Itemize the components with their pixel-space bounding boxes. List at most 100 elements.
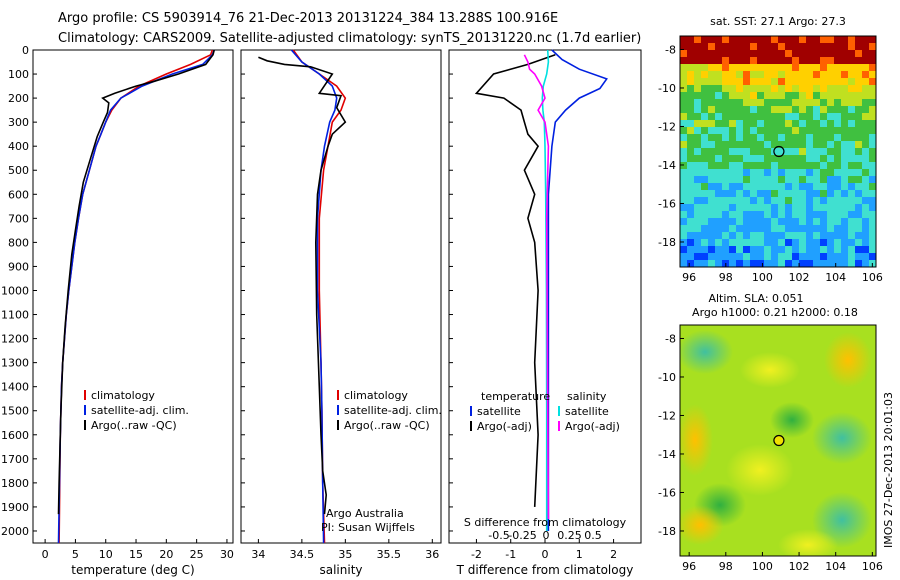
- sst-cell: [841, 92, 848, 99]
- sst-cell: [855, 141, 862, 148]
- sst-cell: [722, 120, 729, 127]
- sst-cell: [820, 64, 827, 71]
- x-tick-label: -2: [471, 548, 482, 561]
- sst-cell: [827, 43, 834, 50]
- sst-cell: [687, 141, 694, 148]
- sst-cell: [694, 78, 701, 85]
- sst-cell: [708, 43, 715, 50]
- sst-cell: [771, 183, 778, 190]
- sst-cell: [701, 92, 708, 99]
- sst-cell: [701, 260, 708, 267]
- sst-cell: [708, 85, 715, 92]
- y-tick-label: 1900: [1, 501, 29, 514]
- sst-cell: [722, 127, 729, 134]
- sst-cell: [694, 211, 701, 218]
- sst-cell: [806, 169, 813, 176]
- sst-cell: [729, 218, 736, 225]
- sst-cell: [778, 36, 785, 43]
- sst-cell: [729, 99, 736, 106]
- sst-cell: [694, 197, 701, 204]
- sst-cell: [771, 92, 778, 99]
- y-tick-label: -16: [658, 486, 676, 499]
- sst-cell: [771, 113, 778, 120]
- sst-cell: [862, 141, 869, 148]
- sst-cell: [680, 197, 687, 204]
- series-line-t-argo-adj-: [474, 54, 556, 507]
- sst-cell: [869, 106, 876, 113]
- sst-cell: [680, 85, 687, 92]
- sst-cell: [792, 232, 799, 239]
- sst-cell: [820, 239, 827, 246]
- sst-cell: [708, 197, 715, 204]
- y-tick-label: 700: [8, 212, 29, 225]
- sst-cell: [743, 162, 750, 169]
- sst-cell: [708, 57, 715, 64]
- sst-cell: [694, 120, 701, 127]
- sst-cell: [708, 155, 715, 162]
- sst-cell: [827, 148, 834, 155]
- sst-cell: [799, 71, 806, 78]
- sst-cell: [855, 218, 862, 225]
- sst-cell: [778, 162, 785, 169]
- sst-cell: [708, 36, 715, 43]
- sst-cell: [701, 85, 708, 92]
- sst-cell: [862, 57, 869, 64]
- series-line-satellite-adj-clim-: [290, 49, 338, 544]
- sst-cell: [715, 141, 722, 148]
- sst-cell: [722, 141, 729, 148]
- s-tick-label: 0.25: [557, 529, 582, 542]
- sst-cell: [687, 253, 694, 260]
- y-tick-label: 1200: [1, 333, 29, 346]
- y-tick-label: -12: [658, 409, 676, 422]
- sst-cell: [701, 169, 708, 176]
- sst-cell: [806, 232, 813, 239]
- sst-cell: [862, 85, 869, 92]
- sst-cell: [841, 57, 848, 64]
- sst-cell: [778, 141, 785, 148]
- sst-cell: [869, 127, 876, 134]
- sst-cell: [785, 120, 792, 127]
- sst-cell: [715, 218, 722, 225]
- sst-cell: [848, 134, 855, 141]
- sst-cell: [813, 99, 820, 106]
- sst-cell: [729, 232, 736, 239]
- sst-cell: [694, 99, 701, 106]
- sst-cell: [799, 169, 806, 176]
- sst-cell: [820, 190, 827, 197]
- sst-cell: [820, 155, 827, 162]
- title-line-2: Climatology: CARS2009. Satellite-adjuste…: [58, 31, 641, 46]
- sst-cell: [792, 148, 799, 155]
- series-line-argo-raw-qc-: [57, 49, 215, 515]
- sst-cell: [785, 127, 792, 134]
- sst-cell: [855, 78, 862, 85]
- sst-cell: [757, 225, 764, 232]
- legend-label: satellite-adj. clim.: [91, 404, 189, 417]
- sst-cell: [862, 78, 869, 85]
- sst-cell: [841, 99, 848, 106]
- sst-cell: [841, 197, 848, 204]
- sst-cell: [806, 176, 813, 183]
- sst-cell: [722, 246, 729, 253]
- sst-cell: [778, 225, 785, 232]
- sst-cell: [834, 204, 841, 211]
- sst-cell: [729, 197, 736, 204]
- sst-cell: [785, 155, 792, 162]
- sst-cell: [680, 99, 687, 106]
- sst-cell: [813, 148, 820, 155]
- sst-cell: [736, 155, 743, 162]
- sst-cell: [869, 148, 876, 155]
- sst-cell: [848, 64, 855, 71]
- sst-cell: [729, 176, 736, 183]
- sst-cell: [827, 50, 834, 57]
- sst-cell: [680, 43, 687, 50]
- sst-cell: [715, 176, 722, 183]
- sst-cell: [680, 190, 687, 197]
- sst-cell: [799, 127, 806, 134]
- x-tick-label: 102: [789, 271, 810, 284]
- sst-cell: [834, 232, 841, 239]
- sst-cell: [687, 113, 694, 120]
- sst-cell: [806, 183, 813, 190]
- sst-cell: [792, 253, 799, 260]
- sst-cell: [869, 134, 876, 141]
